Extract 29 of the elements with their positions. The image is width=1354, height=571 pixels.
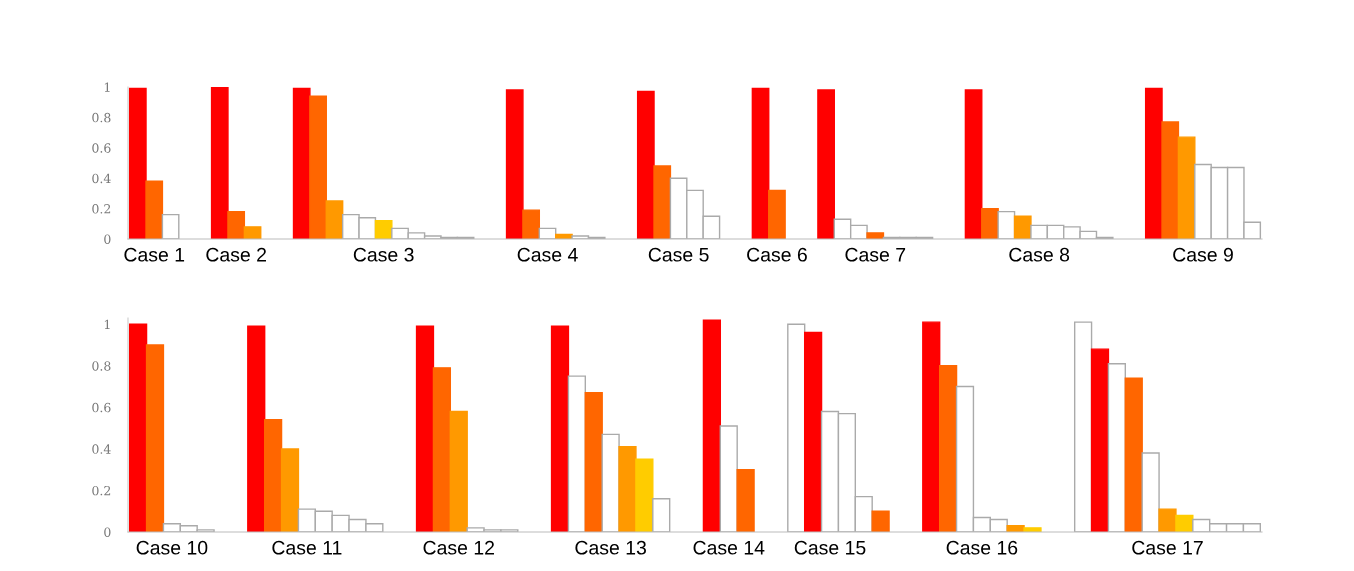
x-tick-label: Case 1 [124,247,185,262]
x-tick-label: Case 3 [353,247,414,262]
x-tick-label: Case 8 [1009,247,1070,262]
y-tick-label: 0.6 [92,143,111,153]
x-tick-label: Case 5 [648,247,709,262]
x-tick-label: Case 17 [1132,540,1203,555]
x-tick-label: Case 11 [272,540,342,555]
y-tick-label: 1 [104,82,110,92]
y-tick-label: 0 [104,234,111,244]
x-tick-label: Case 13 [575,540,646,555]
y-tick-label: 0.8 [92,112,111,123]
x-tick-label: Case 6 [747,247,807,262]
y-tick-label: 1 [104,319,110,329]
x-tick-label: Case 4 [517,247,578,262]
x-tick-label: Case 9 [1173,247,1233,262]
y-tick-label: 0.4 [92,173,111,184]
x-tick-label: Case 2 [206,247,266,262]
x-tick-label: Case 14 [693,540,765,555]
y-tick-label: 0.8 [92,361,111,371]
x-tick-label: Case 7 [845,247,906,262]
y-tick-label: 0.6 [92,402,111,413]
y-tick-label: 0.2 [92,204,111,214]
y-tick-label: 0.4 [92,444,111,454]
x-tick-label: Case 10 [136,540,208,555]
x-tick-label: Case 16 [946,540,1018,555]
x-tick-label: Case 15 [794,540,866,555]
y-tick-label: 0 [104,527,111,537]
x-tick-label: Case 12 [423,540,494,555]
y-tick-label: 0.2 [92,485,111,496]
